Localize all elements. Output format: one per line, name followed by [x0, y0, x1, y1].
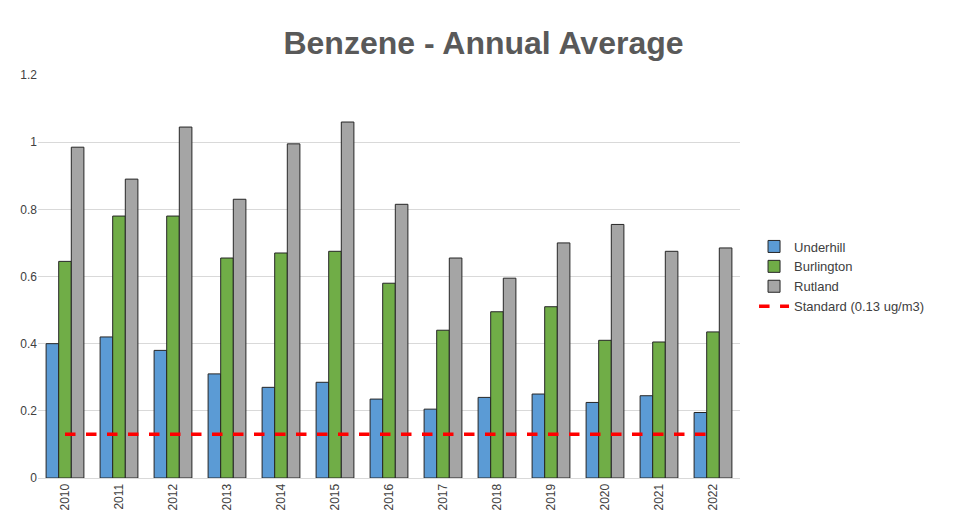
- svg-text:Benzene - Annual Average: Benzene - Annual Average: [283, 25, 683, 61]
- svg-text:0.8: 0.8: [20, 203, 37, 217]
- svg-text:1.2: 1.2: [20, 68, 37, 82]
- svg-text:Standard (0.13 ug/m3): Standard (0.13 ug/m3): [794, 299, 924, 314]
- svg-text:2010: 2010: [58, 483, 72, 510]
- svg-text:2017: 2017: [436, 483, 450, 510]
- svg-text:1: 1: [30, 135, 37, 149]
- svg-text:2021: 2021: [652, 483, 666, 510]
- svg-text:2012: 2012: [166, 483, 180, 510]
- svg-text:2015: 2015: [328, 483, 342, 510]
- svg-text:2018: 2018: [490, 483, 504, 510]
- svg-text:2019: 2019: [544, 483, 558, 510]
- svg-text:0.6: 0.6: [20, 270, 37, 284]
- svg-text:2014: 2014: [274, 483, 288, 510]
- svg-text:0.4: 0.4: [20, 337, 37, 351]
- svg-text:2020: 2020: [598, 483, 612, 510]
- svg-text:Burlington: Burlington: [794, 259, 853, 274]
- svg-text:2022: 2022: [706, 483, 720, 510]
- svg-text:Rutland: Rutland: [794, 279, 839, 294]
- svg-text:2011: 2011: [112, 483, 126, 509]
- svg-text:Underhill: Underhill: [794, 240, 845, 255]
- svg-text:0: 0: [30, 471, 37, 485]
- svg-text:2013: 2013: [220, 483, 234, 510]
- svg-text:2016: 2016: [382, 483, 396, 510]
- svg-text:0.2: 0.2: [20, 404, 37, 418]
